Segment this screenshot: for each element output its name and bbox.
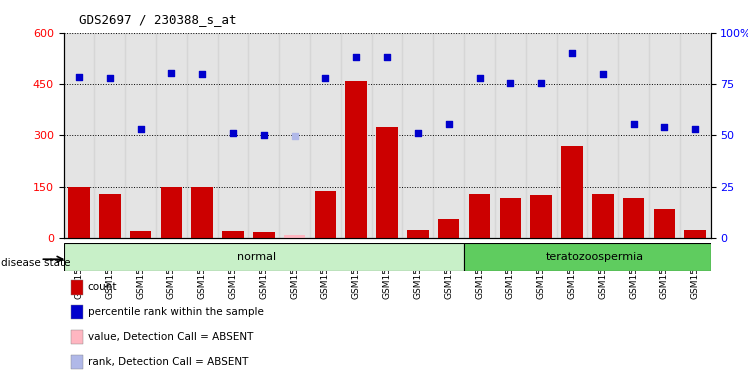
- Point: [135, 126, 147, 132]
- Point: [104, 75, 116, 81]
- Point: [566, 50, 578, 56]
- Bar: [464, 33, 495, 238]
- Bar: [279, 33, 310, 238]
- Point: [258, 132, 270, 138]
- Bar: [99, 194, 120, 238]
- Point: [597, 71, 609, 78]
- Point: [227, 129, 239, 136]
- Bar: [402, 33, 433, 238]
- Point: [73, 74, 85, 80]
- Bar: [248, 33, 279, 238]
- Text: percentile rank within the sample: percentile rank within the sample: [88, 307, 263, 317]
- Text: teratozoospermia: teratozoospermia: [546, 252, 644, 262]
- Bar: [64, 33, 94, 238]
- Bar: [680, 33, 711, 238]
- Bar: [623, 198, 644, 238]
- Point: [689, 126, 701, 132]
- Bar: [94, 33, 125, 238]
- Point: [381, 54, 393, 60]
- Bar: [222, 231, 244, 238]
- Bar: [649, 33, 680, 238]
- Bar: [191, 187, 213, 238]
- Bar: [315, 191, 337, 238]
- Bar: [464, 243, 711, 271]
- Bar: [68, 187, 90, 238]
- Point: [443, 121, 455, 127]
- Bar: [684, 230, 706, 238]
- Bar: [654, 209, 675, 238]
- Bar: [530, 195, 552, 238]
- Bar: [561, 146, 583, 238]
- Bar: [310, 33, 341, 238]
- Bar: [438, 219, 459, 238]
- Bar: [125, 33, 156, 238]
- Point: [473, 75, 485, 81]
- Bar: [64, 243, 464, 271]
- Bar: [500, 198, 521, 238]
- Bar: [156, 33, 187, 238]
- Bar: [284, 235, 305, 238]
- Text: rank, Detection Call = ABSENT: rank, Detection Call = ABSENT: [88, 357, 248, 367]
- Point: [504, 80, 516, 86]
- Bar: [187, 33, 218, 238]
- Bar: [341, 33, 372, 238]
- Bar: [469, 194, 490, 238]
- Bar: [407, 230, 429, 238]
- Bar: [372, 33, 402, 238]
- Bar: [253, 232, 275, 238]
- Bar: [495, 33, 526, 238]
- Text: GDS2697 / 230388_s_at: GDS2697 / 230388_s_at: [79, 13, 236, 26]
- Bar: [557, 33, 587, 238]
- Text: disease state: disease state: [1, 258, 71, 268]
- Point: [165, 70, 177, 76]
- Bar: [587, 33, 618, 238]
- Point: [535, 80, 547, 86]
- Bar: [161, 187, 183, 238]
- Text: value, Detection Call = ABSENT: value, Detection Call = ABSENT: [88, 332, 253, 342]
- Point: [289, 133, 301, 139]
- Point: [319, 75, 331, 81]
- Point: [350, 53, 362, 60]
- Text: normal: normal: [236, 252, 276, 262]
- Bar: [526, 33, 557, 238]
- Point: [196, 71, 208, 78]
- Bar: [130, 231, 151, 238]
- Bar: [218, 33, 248, 238]
- Bar: [618, 33, 649, 238]
- Point: [628, 121, 640, 127]
- Point: [412, 129, 424, 136]
- Bar: [592, 194, 613, 238]
- Bar: [346, 81, 367, 238]
- Point: [658, 124, 670, 130]
- Text: count: count: [88, 282, 117, 292]
- Bar: [376, 127, 398, 238]
- Bar: [433, 33, 464, 238]
